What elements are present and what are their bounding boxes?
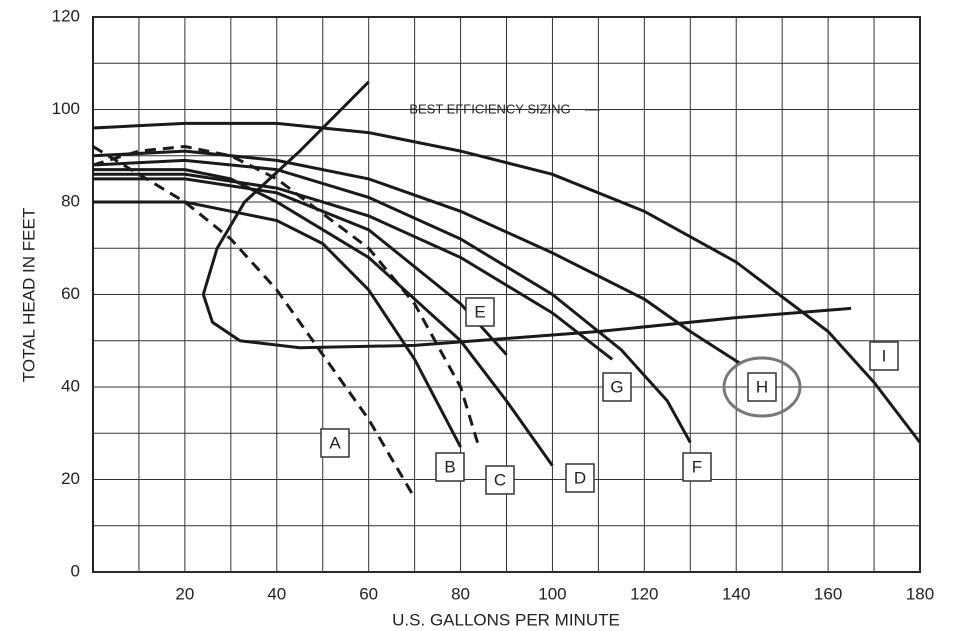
y-tick-label: 0 xyxy=(71,561,80,580)
x-tick-label: 20 xyxy=(175,584,194,603)
curve xyxy=(92,145,416,499)
label-box xyxy=(602,372,632,402)
curve-label: D xyxy=(574,468,586,487)
x-tick-label: 180 xyxy=(906,584,934,603)
curve-label: I xyxy=(882,346,887,365)
label-box xyxy=(320,428,350,458)
highlight-circle xyxy=(722,356,802,418)
curve-label: E xyxy=(474,302,485,321)
curve-label: F xyxy=(692,457,702,476)
x-tick-label: 120 xyxy=(630,584,658,603)
curve-label: C xyxy=(494,470,506,489)
curve xyxy=(93,172,614,361)
curve xyxy=(92,158,692,444)
label-box xyxy=(435,452,465,482)
curve xyxy=(92,121,922,444)
curve xyxy=(93,168,554,467)
curve-label: B xyxy=(444,457,455,476)
curve-label: BEST EFFICIENCY SIZING xyxy=(409,101,570,116)
x-tick-label: 60 xyxy=(359,584,378,603)
x-tick-label: 40 xyxy=(267,584,286,603)
curve xyxy=(92,144,481,448)
curve xyxy=(93,200,462,448)
x-axis-label: U.S. GALLONS PER MINUTE xyxy=(392,610,620,629)
y-axis-label: TOTAL HEAD IN FEET xyxy=(19,208,38,382)
y-tick-label: 80 xyxy=(61,191,80,210)
curve-label: H xyxy=(756,377,768,396)
x-tick-label: 140 xyxy=(722,584,750,603)
label-box xyxy=(485,465,515,495)
curve xyxy=(201,80,852,350)
y-tick-label: 40 xyxy=(61,376,80,395)
x-tick-label: 100 xyxy=(538,584,566,603)
curve-label: G xyxy=(610,377,623,396)
y-tick-label: 20 xyxy=(61,469,80,488)
label-box xyxy=(565,463,595,493)
x-tick-label: 80 xyxy=(451,584,470,603)
y-tick-label: 100 xyxy=(52,99,80,118)
label-box xyxy=(465,297,495,327)
x-tick-label: 160 xyxy=(814,584,842,603)
curve-label: A xyxy=(329,433,341,452)
label-box xyxy=(869,341,899,371)
curve xyxy=(92,149,742,366)
label-box xyxy=(747,372,777,402)
y-tick-label: 120 xyxy=(52,6,80,25)
label-box xyxy=(682,452,712,482)
y-tick-label: 60 xyxy=(61,284,80,303)
